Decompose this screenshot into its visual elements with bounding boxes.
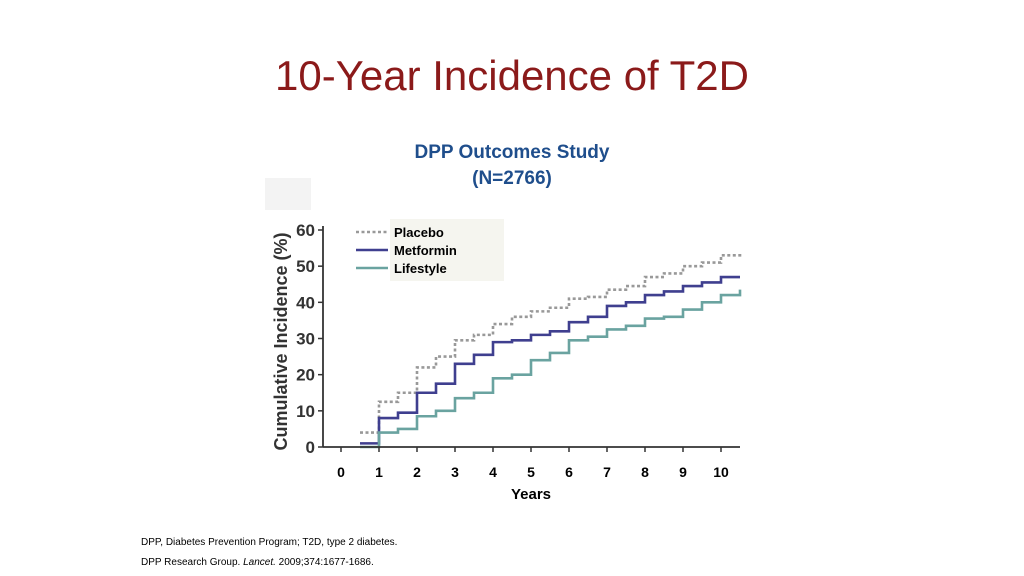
x-tick-label: 6: [565, 464, 573, 480]
x-tick-label: 3: [451, 464, 459, 480]
x-tick-label: 1: [375, 464, 383, 480]
y-tick-label: 50: [296, 257, 315, 276]
footnote-reference: DPP Research Group. Lancet. 2009;374:167…: [141, 557, 374, 568]
chart-title-line2: (N=2766): [472, 168, 552, 189]
slide-title: 10-Year Incidence of T2D: [275, 52, 749, 99]
y-tick-label: 60: [296, 221, 315, 240]
legend-label-placebo: Placebo: [394, 225, 444, 240]
series-line-metformin: [360, 275, 740, 445]
x-tick-label: 4: [489, 464, 497, 480]
y-tick-label: 40: [296, 293, 315, 312]
x-tick-label: 0: [337, 464, 345, 480]
y-tick-label: 30: [296, 330, 315, 349]
x-tick-label: 7: [603, 464, 611, 480]
legend-label-metformin: Metformin: [394, 243, 457, 258]
footnote-abbreviations: DPP, Diabetes Prevention Program; T2D, t…: [141, 537, 398, 548]
series-line-placebo: [360, 253, 742, 434]
x-tick-label: 8: [641, 464, 649, 480]
legend-background: [390, 219, 504, 281]
chart-title-line1: DPP Outcomes Study: [414, 142, 610, 163]
legend-label-lifestyle: Lifestyle: [394, 261, 447, 276]
reference-journal: Lancet.: [243, 557, 276, 568]
x-tick-label: 9: [679, 464, 687, 480]
x-axis-label: Years: [511, 486, 551, 503]
chart-title: DPP Outcomes Study (N=2766): [380, 140, 644, 192]
y-tick-label: 0: [306, 438, 315, 457]
decorative-box: [265, 178, 311, 210]
y-tick-label: 20: [296, 366, 315, 385]
reference-prefix: DPP Research Group.: [141, 557, 244, 568]
y-axis-label: Cumulative Incidence (%): [271, 232, 291, 450]
x-tick-label: 2: [413, 464, 421, 480]
x-tick-label: 5: [527, 464, 535, 480]
y-tick-label: 10: [296, 402, 315, 421]
reference-suffix: 2009;374:1677-1686.: [275, 557, 374, 568]
series-line-lifestyle: [360, 289, 742, 449]
x-tick-label: 10: [713, 464, 729, 480]
